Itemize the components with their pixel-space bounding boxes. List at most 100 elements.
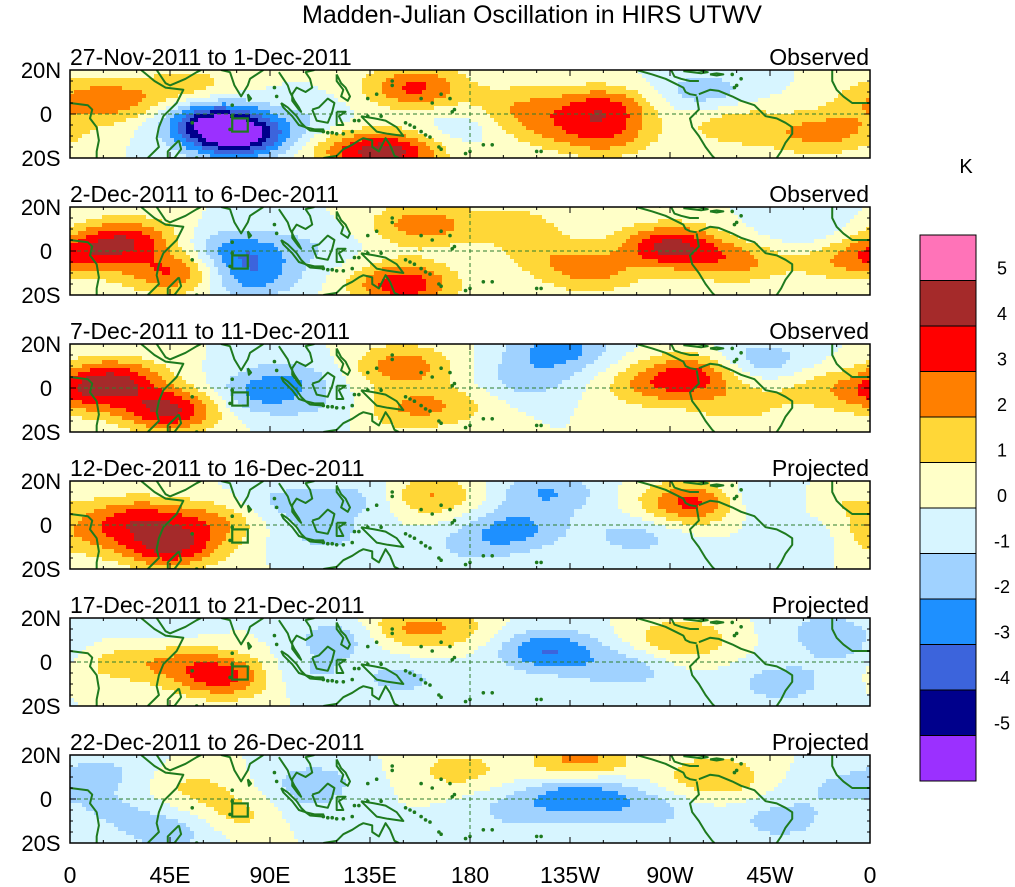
heatmap-cell <box>446 106 451 111</box>
heatmap-cell <box>706 118 711 123</box>
heatmap-cell <box>506 154 511 158</box>
heatmap-cell <box>478 126 483 131</box>
heatmap-cell <box>178 211 183 216</box>
heatmap-cell <box>662 134 667 139</box>
heatmap-cell <box>610 90 615 95</box>
heatmap-cell <box>734 118 739 123</box>
heatmap-cell <box>122 126 127 131</box>
heatmap-cell <box>818 150 823 155</box>
heatmap-cell <box>730 150 735 155</box>
heatmap-cell <box>686 118 691 123</box>
heatmap-cell <box>198 146 203 151</box>
heatmap-cell <box>770 118 775 123</box>
heatmap-cell <box>210 146 215 151</box>
heatmap-cell <box>86 134 91 139</box>
heatmap-cell <box>498 106 503 111</box>
heatmap-cell <box>234 118 239 123</box>
heatmap-cell <box>706 211 711 216</box>
heatmap-cell <box>306 114 311 119</box>
heatmap-cell <box>478 138 483 143</box>
heatmap-cell <box>330 78 335 83</box>
heatmap-cell <box>558 130 563 135</box>
heatmap-cell <box>402 126 407 131</box>
heatmap-cell <box>430 126 435 131</box>
heatmap-cell <box>654 150 659 155</box>
heatmap-cell <box>450 70 455 75</box>
heatmap-cell <box>94 102 99 107</box>
heatmap-cell <box>710 150 715 155</box>
heatmap-cell <box>694 114 699 119</box>
heatmap-cell <box>398 106 403 111</box>
heatmap-cell <box>426 134 431 139</box>
heatmap-cell <box>766 130 771 135</box>
heatmap-cell <box>542 130 547 135</box>
heatmap-cell <box>734 150 739 155</box>
heatmap-cell <box>566 90 571 95</box>
heatmap-cell <box>794 134 799 139</box>
heatmap-cell <box>134 126 139 131</box>
heatmap-cell <box>594 154 599 158</box>
heatmap-cell <box>394 118 399 123</box>
heatmap-cell <box>326 102 331 107</box>
heatmap-cell <box>526 142 531 147</box>
heatmap-cell <box>794 207 799 212</box>
heatmap-cell <box>562 130 567 135</box>
heatmap-cell <box>438 130 443 135</box>
heatmap-cell <box>270 98 275 103</box>
heatmap-cell <box>474 146 479 151</box>
heatmap-cell <box>206 110 211 115</box>
heatmap-cell <box>74 122 79 127</box>
heatmap-cell <box>866 118 870 123</box>
heatmap-cell <box>234 215 239 220</box>
heatmap-cell <box>350 146 355 151</box>
heatmap-cell <box>110 102 115 107</box>
heatmap-cell <box>598 207 603 212</box>
heatmap-cell <box>150 138 155 143</box>
heatmap-cell <box>626 90 631 95</box>
heatmap-cell <box>146 90 151 95</box>
heatmap-cell <box>770 142 775 147</box>
heatmap-cell <box>322 102 327 107</box>
heatmap-cell <box>182 82 187 87</box>
heatmap-cell <box>766 70 771 75</box>
heatmap-cell <box>162 106 167 111</box>
heatmap-cell <box>166 106 171 111</box>
heatmap-cell <box>562 78 567 83</box>
heatmap-cell <box>110 94 115 99</box>
heatmap-cell <box>582 138 587 143</box>
heatmap-cell <box>818 142 823 147</box>
heatmap-cell <box>738 82 743 87</box>
heatmap-cell <box>506 211 511 216</box>
heatmap-cell <box>526 114 531 119</box>
heatmap-cell <box>606 82 611 87</box>
heatmap-cell <box>550 154 555 158</box>
heatmap-cell <box>586 94 591 99</box>
heatmap-cell <box>122 138 127 143</box>
heatmap-cell <box>514 138 519 143</box>
heatmap-cell <box>366 118 371 123</box>
heatmap-cell <box>158 130 163 135</box>
heatmap-cell <box>750 138 755 143</box>
heatmap-cell <box>190 211 195 216</box>
heatmap-cell <box>710 82 715 87</box>
heatmap-cell <box>858 90 863 95</box>
heatmap-cell <box>654 130 659 135</box>
heatmap-cell <box>162 126 167 131</box>
heatmap-cell <box>86 70 91 75</box>
heatmap-cell <box>586 74 591 79</box>
heatmap-cell <box>214 118 219 123</box>
heatmap-cell <box>142 146 147 151</box>
heatmap-cell <box>278 90 283 95</box>
heatmap-cell <box>222 82 227 87</box>
heatmap-cell <box>618 78 623 83</box>
heatmap-cell <box>670 94 675 99</box>
heatmap-cell <box>686 134 691 139</box>
heatmap-cell <box>98 126 103 131</box>
heatmap-cell <box>638 142 643 147</box>
heatmap-cell <box>410 154 415 158</box>
heatmap-cell <box>782 138 787 143</box>
heatmap-cell <box>426 82 431 87</box>
heatmap-cell <box>834 110 839 115</box>
heatmap-cell <box>822 126 827 131</box>
heatmap-cell <box>750 86 755 91</box>
